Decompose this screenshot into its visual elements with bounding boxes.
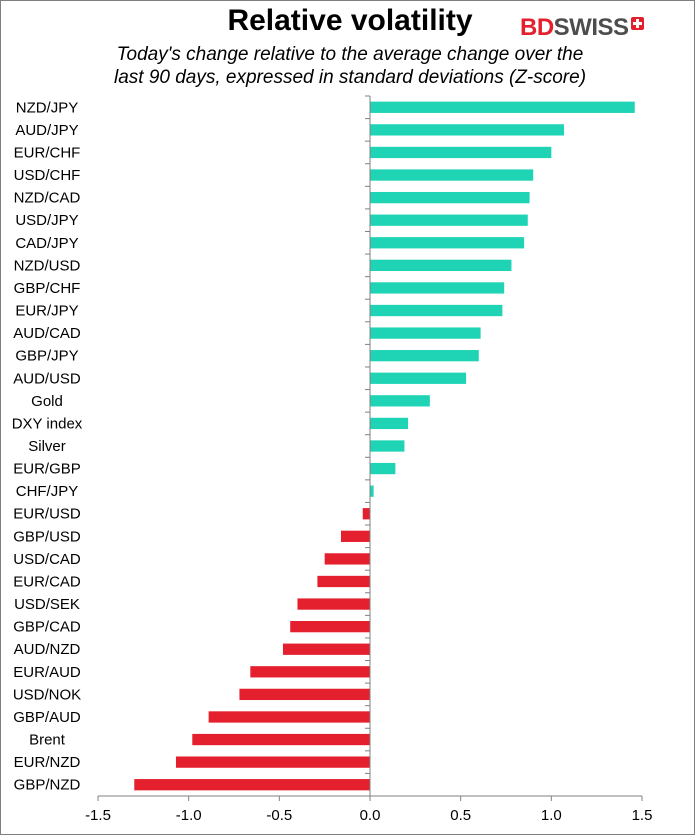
bar-eur-aud <box>250 666 370 678</box>
x-tick-label: -1.5 <box>85 807 111 824</box>
category-label: DXY index <box>12 415 83 432</box>
bar-aud-usd <box>370 372 467 384</box>
category-label: EUR/AUD <box>13 664 81 681</box>
chart-subtitle-line1: Today's change relative to the average c… <box>116 44 584 65</box>
bar-eur-nzd <box>175 756 370 768</box>
bar-gbp-cad <box>290 621 370 633</box>
category-label: NZD/USD <box>14 257 81 274</box>
category-label: GBP/NZD <box>14 777 81 794</box>
bar-silver <box>370 440 405 452</box>
category-label: Brent <box>29 732 66 749</box>
category-label: AUD/CAD <box>13 325 81 342</box>
category-label: EUR/USD <box>13 506 81 523</box>
category-label: EUR/CAD <box>13 573 81 590</box>
chart-title: Relative volatility <box>227 4 473 37</box>
category-label: Silver <box>28 438 66 455</box>
category-label: GBP/JPY <box>15 348 78 365</box>
category-label: USD/CAD <box>13 551 81 568</box>
bar-gbp-aud <box>208 711 370 723</box>
bar-nzd-usd <box>370 259 512 271</box>
bar-gbp-chf <box>370 282 505 294</box>
bar-cad-jpy <box>370 237 525 249</box>
x-tick-label: 0.0 <box>360 807 381 824</box>
bar-eur-chf <box>370 146 552 159</box>
category-label: GBP/CHF <box>14 280 81 297</box>
category-label: GBP/AUD <box>13 709 81 726</box>
category-label: AUD/USD <box>13 370 81 387</box>
category-label: USD/JPY <box>15 212 78 229</box>
bar-usd-cad <box>324 553 370 565</box>
bar-eur-cad <box>317 575 370 588</box>
category-label: NZD/JPY <box>16 99 79 116</box>
bar-nzd-cad <box>370 191 530 204</box>
bar-aud-cad <box>370 327 481 339</box>
swiss-cross-icon <box>630 17 644 30</box>
category-label: EUR/NZD <box>14 754 81 771</box>
category-label: CAD/JPY <box>15 235 78 252</box>
x-tick-label: -1.0 <box>176 807 202 824</box>
bar-gbp-usd <box>340 530 370 542</box>
bar-eur-usd <box>362 508 370 520</box>
bar-usd-jpy <box>370 214 528 226</box>
bar-gbp-jpy <box>370 350 479 362</box>
bar-brent <box>192 733 370 746</box>
bar-usd-sek <box>297 598 370 610</box>
category-label: Gold <box>31 393 63 410</box>
category-label: GBP/USD <box>13 528 81 545</box>
x-tick-label: 1.5 <box>632 807 653 824</box>
bdswiss-logo: BDSWISS <box>520 14 644 42</box>
x-tick-label: 1.0 <box>541 807 562 824</box>
bar-chf-jpy <box>370 485 374 497</box>
category-label: USD/SEK <box>14 596 80 613</box>
bar-eur-gbp <box>370 462 396 475</box>
bar-usd-chf <box>370 169 534 181</box>
bar-usd-nok <box>239 688 370 701</box>
category-label: NZD/CAD <box>14 190 81 207</box>
category-label: USD/NOK <box>13 686 81 703</box>
category-label: AUD/NZD <box>14 641 81 658</box>
x-tick-label: 0.5 <box>450 807 471 824</box>
bar-gbp-nzd <box>134 779 370 791</box>
bar-aud-nzd <box>282 643 370 655</box>
category-label: AUD/JPY <box>15 122 78 139</box>
chart-subtitle-line2: last 90 days, expressed in standard devi… <box>113 67 587 88</box>
logo-text-swiss: SWISS <box>553 14 629 41</box>
bar-aud-jpy <box>370 124 565 136</box>
bar-gold <box>370 395 430 407</box>
bar-eur-jpy <box>370 304 503 317</box>
category-label: EUR/JPY <box>15 303 78 320</box>
logo-text-bd: BD <box>520 14 554 41</box>
x-tick-label: -0.5 <box>266 807 292 824</box>
bar-dxy-index <box>370 417 409 430</box>
category-label: EUR/CHF <box>14 144 81 161</box>
category-label: GBP/CAD <box>13 619 81 636</box>
category-label: EUR/GBP <box>13 461 81 478</box>
bar-nzd-jpy <box>370 101 635 113</box>
category-label: USD/CHF <box>14 167 81 184</box>
category-label: CHF/JPY <box>16 483 79 500</box>
